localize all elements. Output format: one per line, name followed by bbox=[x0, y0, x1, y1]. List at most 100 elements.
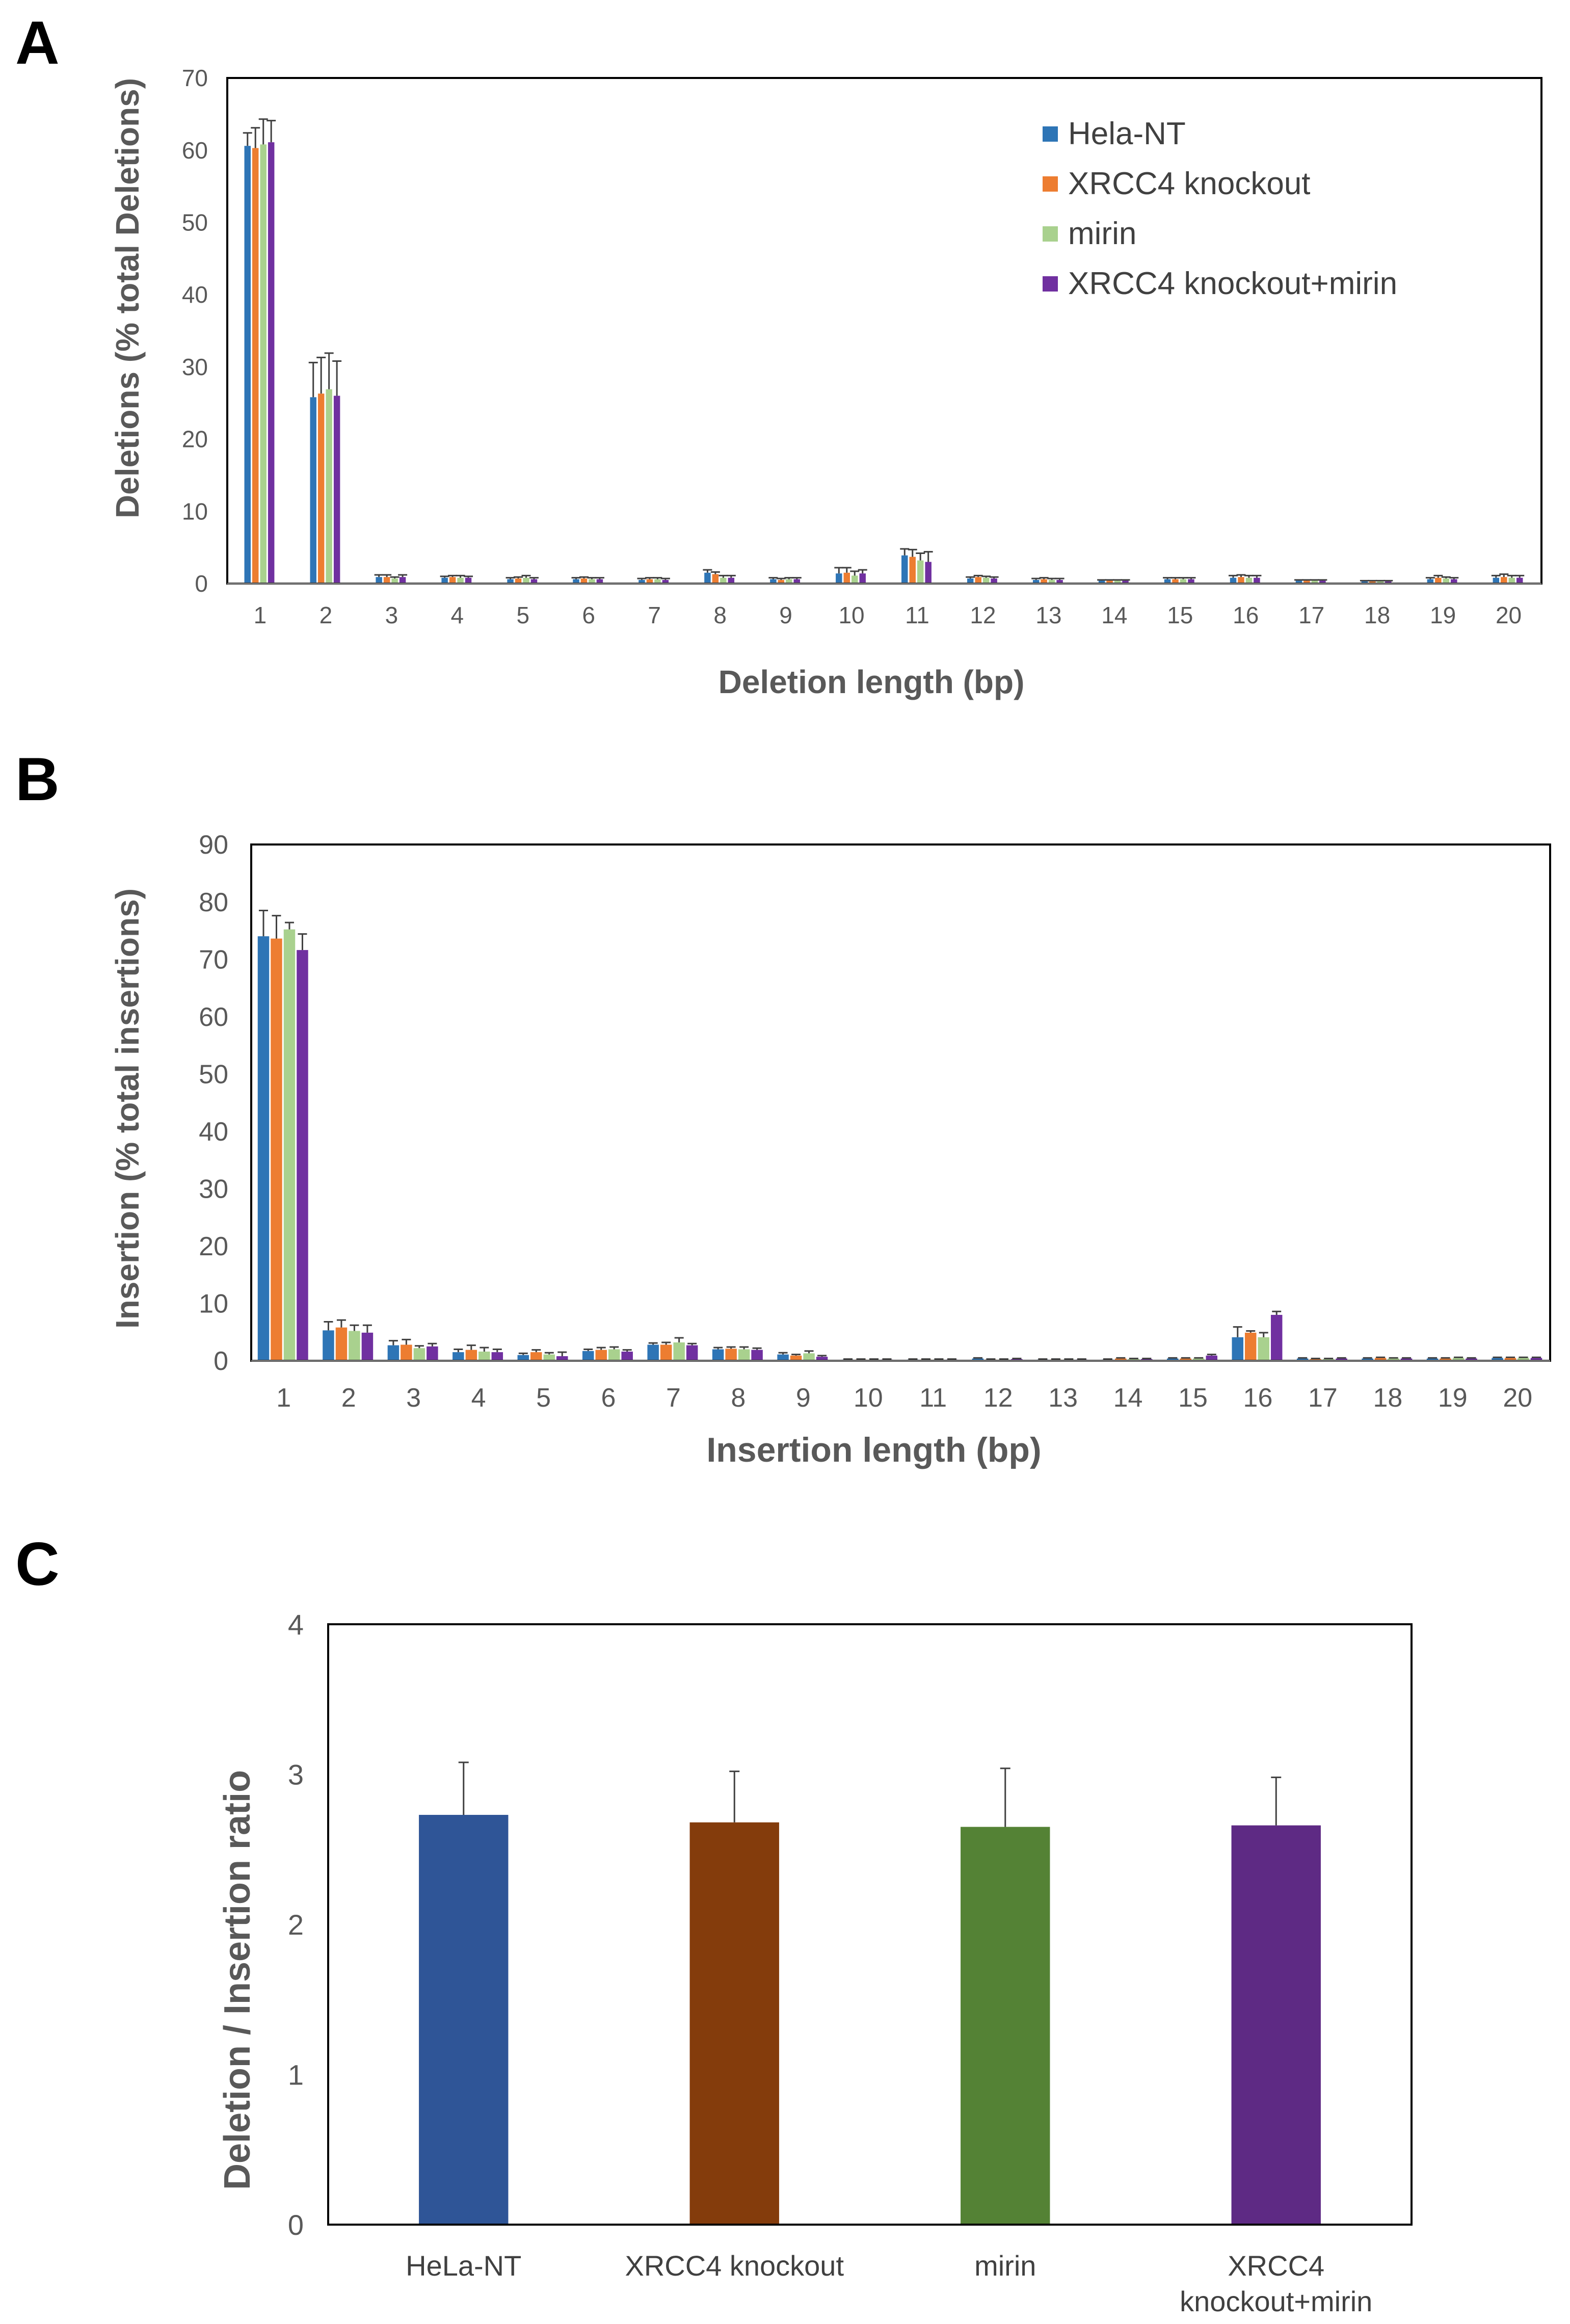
b-x-tick-label: 14 bbox=[1113, 1383, 1143, 1413]
a-bar-xrcc4-knockout-mirin-16 bbox=[1254, 577, 1260, 584]
legend-swatch-mirin bbox=[1043, 226, 1058, 242]
panel-a: A Deletions (% total Deletions) 0 10 20 30 4… bbox=[15, 9, 1542, 700]
b-y-tick-label: 40 bbox=[199, 1117, 228, 1147]
b-bar-hela-nt-18 bbox=[1362, 1358, 1373, 1361]
c-x-tick-label: knockout+mirin bbox=[1180, 2285, 1372, 2317]
a-bar-hela-nt-8 bbox=[704, 572, 711, 584]
a-bar-mirin-20 bbox=[1508, 577, 1515, 584]
a-bar-xrcc4-knockout-mirin-1 bbox=[268, 142, 275, 584]
b-bar-xrcc4-knockout-19 bbox=[1440, 1358, 1451, 1361]
a-bar-hela-nt-12 bbox=[967, 578, 974, 584]
panel-a-label: A bbox=[15, 9, 60, 77]
b-bar-xrcc4-knockout-mirin-19 bbox=[1466, 1358, 1477, 1361]
b-bar-hela-nt-6 bbox=[582, 1351, 594, 1361]
a-bar-hela-nt-2 bbox=[310, 397, 316, 584]
b-bar-hela-nt-9 bbox=[777, 1354, 789, 1361]
b-bar-hela-nt-16 bbox=[1232, 1337, 1243, 1361]
b-bar-xrcc4-knockout-4 bbox=[465, 1350, 477, 1361]
a-y-tick-label: 60 bbox=[182, 137, 208, 164]
a-bar-mirin-18 bbox=[1377, 581, 1384, 584]
a-bar-xrcc4-knockout-9 bbox=[778, 579, 785, 584]
legend-swatch-hela-nt bbox=[1043, 126, 1058, 142]
legend-swatch-xrcc4-knockout bbox=[1043, 176, 1058, 192]
c-y-tick-label: 3 bbox=[288, 1759, 304, 1791]
b-bar-mirin-8 bbox=[738, 1349, 750, 1361]
a-bar-xrcc4-knockout-mirin-7 bbox=[662, 579, 669, 584]
a-x-tick-label: 6 bbox=[582, 602, 595, 628]
b-bar-xrcc4-knockout-6 bbox=[595, 1350, 607, 1361]
b-bar-mirin-20 bbox=[1518, 1358, 1529, 1361]
panel-b: B Insertion (% total insertions) 0102030… bbox=[15, 745, 1551, 1469]
b-bar-mirin-9 bbox=[803, 1353, 815, 1361]
panel-c-x-tick-labels: HeLa-NT XRCC4 knockout mirin XRCC4knockout+… bbox=[406, 2250, 1372, 2317]
b-bar-mirin-18 bbox=[1388, 1358, 1399, 1361]
b-bar-xrcc4-knockout-18 bbox=[1374, 1358, 1387, 1361]
b-y-tick-label: 20 bbox=[199, 1232, 228, 1261]
b-bar-xrcc4-knockout-mirin-1 bbox=[297, 950, 308, 1361]
a-bar-xrcc4-knockout-8 bbox=[712, 574, 719, 584]
a-bar-xrcc4-knockout-mirin-15 bbox=[1188, 579, 1194, 584]
panel-c-error-bars bbox=[458, 1761, 1282, 1827]
b-bar-xrcc4-knockout-7 bbox=[660, 1344, 672, 1361]
panel-b-x-tick-labels: 1 2 3 4 5 6 7 8 9 10 11 12 13 14 15 16 17 18 19 20 bbox=[276, 1383, 1532, 1413]
a-x-tick-label: 3 bbox=[385, 602, 398, 628]
a-bar-mirin-16 bbox=[1245, 577, 1253, 584]
b-y-tick-label: 90 bbox=[199, 830, 228, 860]
panel-a-y-tick-labels: 0 10 20 30 40 50 60 70 bbox=[182, 65, 208, 597]
b-bar-hela-nt-17 bbox=[1296, 1358, 1309, 1361]
c-bar-mirin bbox=[961, 1827, 1050, 2225]
c-x-tick-label: HeLa-NT bbox=[406, 2250, 521, 2282]
panel-c-bars bbox=[419, 1815, 1321, 2225]
b-bar-xrcc4-knockout-9 bbox=[790, 1355, 802, 1361]
a-bar-xrcc4-knockout-mirin-13 bbox=[1056, 579, 1063, 584]
a-y-tick-label: 30 bbox=[182, 354, 208, 380]
a-bar-xrcc4-knockout-6 bbox=[580, 578, 588, 584]
b-y-tick-label: 10 bbox=[199, 1289, 228, 1319]
c-bar-xrcc4-knockout bbox=[689, 1822, 779, 2225]
a-bar-xrcc4-knockout-20 bbox=[1501, 577, 1507, 584]
c-y-tick-label: 4 bbox=[288, 1608, 304, 1641]
b-bar-hela-nt-4 bbox=[453, 1352, 464, 1361]
b-x-tick-label: 16 bbox=[1243, 1383, 1273, 1413]
legend-label-mirin: mirin bbox=[1068, 216, 1136, 251]
c-y-tick-label: 2 bbox=[288, 1909, 304, 1941]
panel-c-y-axis-title: Deletion / Insertion ratio bbox=[217, 1770, 258, 2190]
a-bar-xrcc4-knockout-mirin-6 bbox=[596, 579, 603, 584]
a-x-tick-label: 1 bbox=[254, 602, 267, 628]
a-bar-xrcc4-knockout-7 bbox=[646, 579, 653, 584]
b-x-tick-label: 1 bbox=[276, 1383, 291, 1413]
a-bar-mirin-8 bbox=[720, 577, 727, 584]
a-bar-xrcc4-knockout-mirin-4 bbox=[465, 577, 472, 584]
panel-b-error-bars bbox=[258, 909, 1541, 1360]
b-bar-xrcc4-knockout-mirin-4 bbox=[491, 1352, 503, 1361]
b-bar-hela-nt-2 bbox=[323, 1330, 334, 1361]
a-y-tick-label: 70 bbox=[182, 65, 208, 91]
c-bar-xrcc4-knockout-mirin bbox=[1231, 1825, 1321, 2225]
b-bar-hela-nt-20 bbox=[1492, 1358, 1503, 1361]
a-bar-xrcc4-knockout-mirin-14 bbox=[1122, 580, 1129, 584]
b-x-tick-label: 17 bbox=[1308, 1383, 1338, 1413]
a-x-tick-label: 19 bbox=[1430, 602, 1456, 628]
a-bar-xrcc4-knockout-mirin-17 bbox=[1319, 580, 1326, 584]
b-x-tick-label: 2 bbox=[341, 1383, 356, 1413]
b-y-tick-label: 70 bbox=[199, 945, 228, 974]
a-bar-hela-nt-13 bbox=[1032, 579, 1040, 584]
a-bar-xrcc4-knockout-11 bbox=[909, 557, 916, 584]
a-x-tick-label: 5 bbox=[516, 602, 529, 628]
b-bar-xrcc4-knockout-1 bbox=[271, 938, 282, 1361]
a-x-tick-label: 13 bbox=[1035, 602, 1061, 628]
panel-a-bars bbox=[244, 142, 1523, 584]
a-x-tick-label: 17 bbox=[1298, 602, 1324, 628]
a-bar-xrcc4-knockout-15 bbox=[1172, 579, 1179, 584]
b-bar-mirin-15 bbox=[1193, 1358, 1205, 1361]
b-bar-xrcc4-knockout-mirin-17 bbox=[1336, 1358, 1347, 1361]
b-x-tick-label: 6 bbox=[601, 1383, 616, 1413]
a-bar-xrcc4-knockout-17 bbox=[1303, 580, 1310, 584]
a-bar-xrcc4-knockout-mirin-2 bbox=[333, 395, 340, 584]
a-y-tick-label: 40 bbox=[182, 281, 208, 308]
b-bar-xrcc4-knockout-3 bbox=[401, 1344, 412, 1361]
a-bar-mirin-11 bbox=[917, 560, 924, 584]
legend-label-xrcc4-knockout: XRCC4 knockout bbox=[1068, 166, 1311, 201]
panel-b-x-axis-title: Insertion length (bp) bbox=[706, 1431, 1041, 1469]
a-x-tick-label: 11 bbox=[905, 602, 929, 628]
